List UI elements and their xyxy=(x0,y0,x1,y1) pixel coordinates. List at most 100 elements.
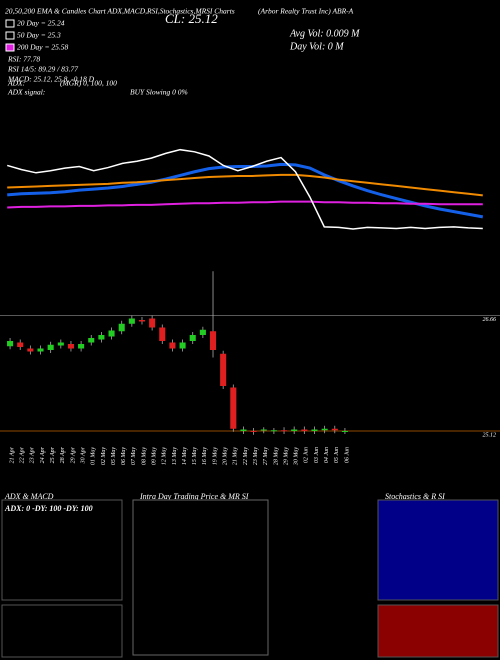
candle-body xyxy=(270,430,277,432)
close-price: CL: 25.12 xyxy=(165,11,218,26)
x-tick-label: 30 May xyxy=(294,447,300,466)
x-tick-label: 14 May xyxy=(181,447,188,465)
candle-body xyxy=(57,342,64,346)
x-tick-label: 21 May xyxy=(233,447,239,465)
x-tick-label: 02 Jun xyxy=(304,447,310,463)
candle-body xyxy=(179,342,186,349)
x-tick-label: 02 May xyxy=(101,447,107,465)
x-tick-label: 03 Jun xyxy=(314,447,320,463)
candle-body xyxy=(260,429,267,431)
candle-body xyxy=(98,335,105,340)
intraday-panel xyxy=(132,499,269,656)
candle-body xyxy=(220,353,227,386)
adx-panel xyxy=(1,499,123,601)
adx-signal-label: ADX signal: xyxy=(7,88,45,97)
y-tick-label: 26.66 xyxy=(483,317,497,323)
legend-swatch xyxy=(5,43,15,52)
candle-body xyxy=(17,342,24,347)
avg-vol: Avg Vol: 0.009 M xyxy=(289,28,360,39)
x-tick-label: 27 May xyxy=(263,447,269,465)
candle-body xyxy=(47,344,54,350)
x-tick-label: 25 Apr xyxy=(50,446,56,463)
panel-title: ADX & MACD xyxy=(4,492,54,501)
candle-body xyxy=(341,431,348,432)
adx-label: ADX: xyxy=(7,79,25,88)
macd: MACD: 25.12, 25.8, -0.18 D xyxy=(7,75,95,84)
candle-body xyxy=(37,348,44,352)
candle-body xyxy=(250,431,257,432)
ema-line xyxy=(7,162,484,219)
x-tick-label: 08 May xyxy=(141,447,147,465)
x-tick-label: 07 May xyxy=(131,447,137,465)
adx-signal: BUY Slowing 0 0% xyxy=(130,88,188,97)
y-tick-label: 25.12 xyxy=(483,432,497,438)
x-tick-label: 04 Jun xyxy=(323,447,330,463)
adx-values: (MGR) 0, 100, 100 xyxy=(60,79,117,88)
x-tick-label: 20 May xyxy=(223,447,229,465)
stoch-panel xyxy=(377,499,499,601)
candle-body xyxy=(149,318,156,328)
candle-body xyxy=(159,327,166,341)
x-tick-label: 23 May xyxy=(253,447,259,465)
x-tick-label: 15 May xyxy=(192,447,198,465)
candle-body xyxy=(291,429,298,431)
legend-swatch xyxy=(5,19,15,28)
candle-body xyxy=(27,348,34,352)
rsi-14-5: RSI 14/5: 89.29 / 83.77 xyxy=(7,65,78,74)
x-tick-label: 21 Apr xyxy=(9,446,15,463)
candle-body xyxy=(240,429,247,431)
adx-text: ADX: 0 -DY: 100 -DY: 100 xyxy=(4,504,93,513)
x-tick-label: 19 May xyxy=(212,447,218,465)
x-tick-label: 30 Apr xyxy=(80,446,86,464)
rsi-panel xyxy=(377,604,499,658)
x-tick-label: 13 May xyxy=(172,447,178,465)
x-tick-label: 01 May xyxy=(91,447,97,465)
macd-panel xyxy=(1,604,123,658)
candle-body xyxy=(7,341,14,347)
candle-body xyxy=(78,344,85,349)
x-tick-label: 28 May xyxy=(273,447,279,465)
x-tick-label: 22 Apr xyxy=(20,446,26,463)
x-tick-label: 05 Jun xyxy=(334,447,340,463)
panel-title: Intra Day Trading Price & MR SI xyxy=(139,492,249,501)
candle-body xyxy=(128,318,135,324)
title: 20,50,200 EMA & Candles Chart ADX,MACD,R… xyxy=(5,7,235,16)
x-tick-label: 06 May xyxy=(121,447,127,465)
candle-body xyxy=(138,320,146,322)
candle-body xyxy=(108,330,115,337)
x-tick-label: 24 Apr xyxy=(39,446,46,463)
day-vol: Day Vol: 0 M xyxy=(289,41,344,52)
x-tick-label: 23 Apr xyxy=(30,446,36,463)
candle-body xyxy=(189,335,196,341)
ema20-label: 20 Day = 25.24 xyxy=(17,19,65,28)
candle-body xyxy=(281,430,288,432)
rsi: RSI: 77.78 xyxy=(7,55,40,64)
candle-body xyxy=(209,331,217,350)
panel-title: Stochastics & R SI xyxy=(385,492,445,501)
ema-line xyxy=(7,173,483,197)
x-tick-label: 28 Apr xyxy=(60,446,66,463)
candle-body xyxy=(118,323,125,332)
legend-swatch xyxy=(5,31,15,40)
candle-body xyxy=(199,329,206,335)
candle-body xyxy=(301,429,308,431)
x-tick-label: 06 Jun xyxy=(344,447,350,463)
candle-body xyxy=(67,344,74,349)
ema50-label: 50 Day = 25.3 xyxy=(17,31,61,40)
x-tick-label: 29 May xyxy=(283,447,289,465)
x-tick-label: 29 Apr xyxy=(70,446,76,463)
x-tick-label: 05 May xyxy=(111,447,117,465)
company: (Arbor Realty Trust Inc) ABR-A xyxy=(258,7,354,16)
candle-body xyxy=(321,428,328,431)
candle-body xyxy=(230,387,237,429)
ema200-label: 200 Day = 25.58 xyxy=(17,43,69,52)
x-tick-label: 22 May xyxy=(243,447,249,465)
x-tick-label: 16 May xyxy=(202,447,208,465)
candle-body xyxy=(169,342,176,349)
price-line xyxy=(6,148,483,230)
candle-body xyxy=(311,429,318,431)
x-tick-label: 12 May xyxy=(162,447,168,465)
ema-line xyxy=(7,200,483,209)
